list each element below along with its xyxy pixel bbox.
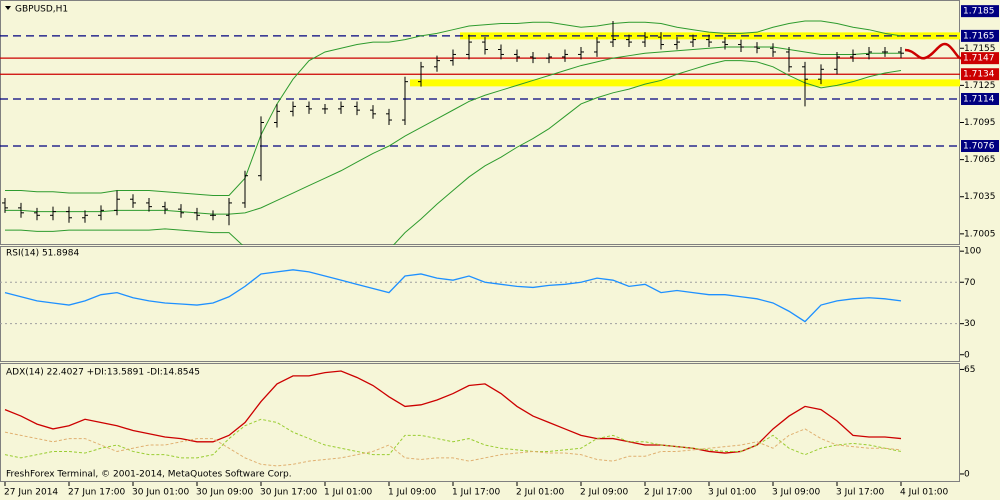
y-tick-label: 70	[964, 278, 976, 288]
level-label-box	[961, 140, 999, 153]
rsi-title: RSI(14) 51.8984	[6, 249, 79, 259]
menu-triangle	[5, 6, 11, 10]
x-tick-label: 1 Jul 17:00	[452, 488, 501, 498]
bollinger-band	[5, 46, 901, 215]
y-tick-label: 1.7035	[964, 192, 996, 202]
adx-title: ADX(14) 22.4027 +DI:13.5891 -DI:14.8545	[6, 368, 200, 378]
level-label-box	[961, 92, 999, 105]
level-label: 1.7147	[963, 54, 995, 64]
indicator-line	[4, 428, 902, 467]
x-tick-label: 27 Jun 2014	[4, 488, 58, 498]
x-tick-label: 2 Jul 09:00	[580, 488, 629, 498]
indicator-line	[4, 269, 902, 323]
x-tick-label: 1 Jul 01:00	[324, 488, 373, 498]
level-label: 1.7134	[963, 70, 995, 80]
rsi-pane	[0, 246, 960, 362]
y-tick-label: 100	[964, 247, 981, 257]
x-tick-label: 30 Jun 01:00	[132, 488, 189, 498]
x-tick-label: 2 Jul 17:00	[644, 488, 693, 498]
level-label-box	[961, 29, 999, 42]
rsi-layer	[0, 269, 960, 325]
level-label: 1.7114	[963, 94, 995, 104]
y-tick-label: 30	[964, 319, 976, 329]
projection-arrow	[904, 42, 963, 60]
x-tick-label: 2 Jul 01:00	[516, 488, 565, 498]
y-tick-label: 0	[964, 469, 970, 479]
bollinger-band	[5, 20, 902, 197]
price-pane	[0, 0, 960, 245]
level-label-box	[961, 68, 999, 81]
y-tick-label: 1.7065	[964, 155, 996, 165]
level-label-box	[961, 52, 999, 65]
y-tick-label: 1.7095	[964, 118, 996, 128]
x-tick-label: 3 Jul 09:00	[772, 488, 821, 498]
y-tick-label: 65	[964, 365, 975, 375]
indicator-line	[4, 418, 902, 459]
watermark: FreshForex Terminal, © 2001-2014, MetaQu…	[6, 470, 292, 480]
x-tick-label: 30 Jun 09:00	[196, 488, 253, 498]
level-label-box	[961, 5, 999, 18]
price-layer	[0, 20, 960, 245]
x-tick-label: 4 Jul 01:00	[900, 488, 949, 498]
y-tick-label: 1.7125	[964, 81, 996, 91]
x-tick-label: 3 Jul 01:00	[708, 488, 757, 498]
level-label: 1.7185	[963, 7, 995, 17]
level-label: 1.7076	[963, 142, 995, 152]
y-tick-label: 1.7005	[964, 229, 996, 239]
chart-title: GBPUSD,H1	[15, 5, 68, 15]
x-tick-label: 3 Jul 17:00	[836, 488, 885, 498]
x-tick-label: 1 Jul 09:00	[388, 488, 437, 498]
level-label: 1.7165	[963, 31, 995, 41]
adx-layer	[4, 370, 902, 467]
x-tick-label: 30 Jun 17:00	[260, 488, 317, 498]
y-tick-label: 1.7155	[964, 44, 996, 54]
axis-layer: 1.70051.70351.70651.70951.71251.71551.71…	[4, 5, 999, 498]
x-tick-label: 27 Jun 17:00	[68, 488, 125, 498]
bollinger-band	[5, 60, 902, 245]
adx-pane	[0, 363, 960, 482]
y-tick-label: 0	[964, 350, 970, 360]
